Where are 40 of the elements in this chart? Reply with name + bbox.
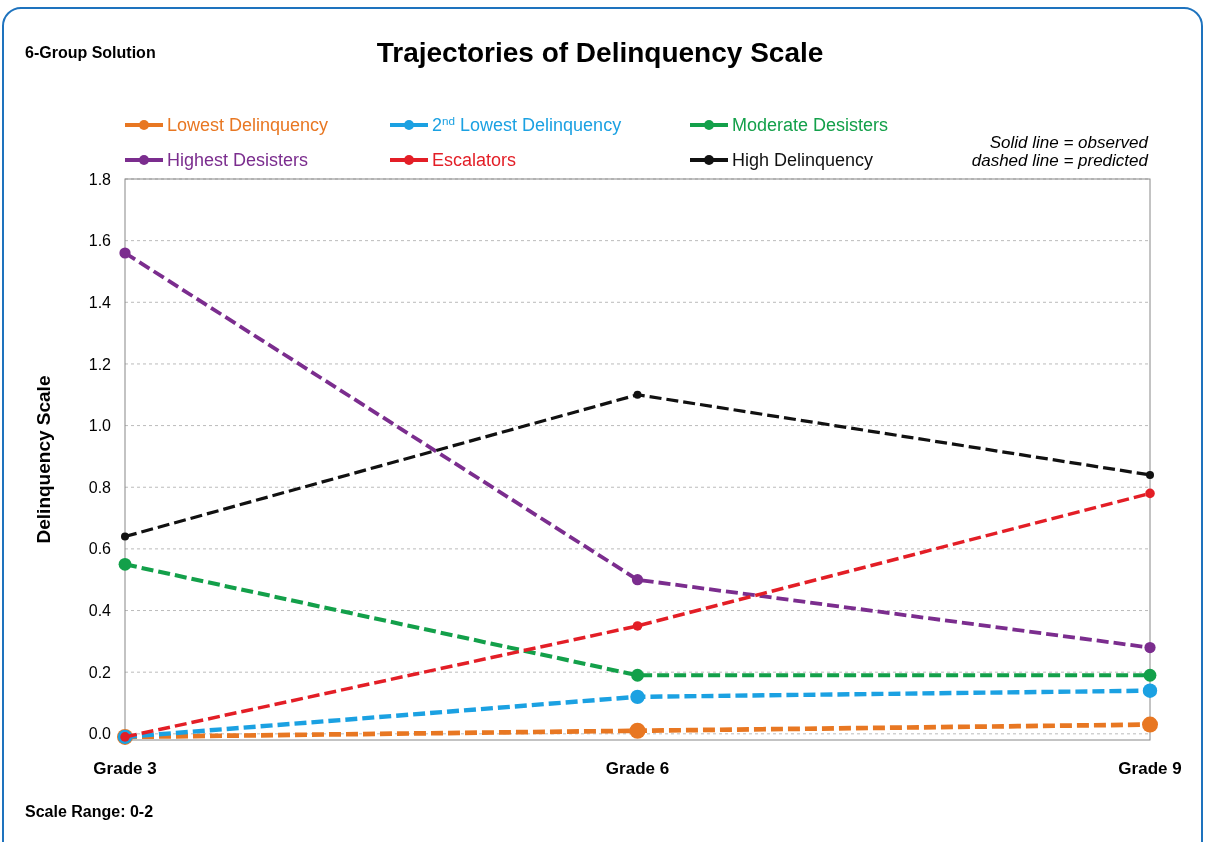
point (1145, 488, 1155, 499)
x-tick-label: Grade 3 (93, 759, 157, 778)
y-tick-label: 0.6 (88, 540, 112, 558)
text: Solid line = observed (989, 133, 1149, 152)
legend-label: Moderate Desisters (732, 115, 889, 136)
point (631, 574, 644, 586)
legend-label: Highest Desisters (167, 150, 309, 171)
y-tick-label: 1.6 (88, 232, 112, 250)
legend-label: Escalators (432, 150, 517, 171)
legend-label: High Delinquency (732, 150, 874, 171)
text: dashed line = predicted (971, 151, 1149, 170)
text: Scale Range: 0-2 (25, 803, 154, 820)
point (118, 557, 132, 571)
point (630, 689, 645, 705)
y-tick-label: 1.2 (88, 355, 112, 373)
point (1142, 716, 1158, 733)
point (121, 532, 129, 541)
chart-title: Trajectories of Delinquency Scale (376, 37, 824, 68)
legend-label: Lowest Delinquency (167, 115, 329, 136)
y-tick-label: 1.8 (88, 170, 112, 188)
x-tick-label: Grade 9 (1118, 759, 1182, 778)
text: 6-Group Solution (25, 44, 156, 61)
point (119, 247, 131, 259)
y-tick-label: 1.4 (88, 293, 112, 311)
point (629, 722, 646, 739)
point (1146, 470, 1154, 479)
point (1143, 668, 1157, 682)
point (1144, 641, 1156, 654)
y-tick-label: 0.0 (88, 725, 112, 743)
legend-label: 2$^{nd}$ Lowest Delinquency (432, 113, 622, 136)
y-axis-title: Delinquency Scale (33, 375, 54, 544)
x-tick-label: Grade 6 (605, 759, 670, 778)
point (633, 390, 642, 399)
point (631, 668, 644, 682)
y-tick-label: 0.2 (88, 663, 112, 681)
y-tick-label: 0.4 (88, 602, 112, 620)
y-tick-label: 0.8 (88, 478, 112, 496)
point (1142, 683, 1158, 698)
point (632, 621, 643, 631)
y-tick-label: 1.0 (88, 417, 112, 435)
